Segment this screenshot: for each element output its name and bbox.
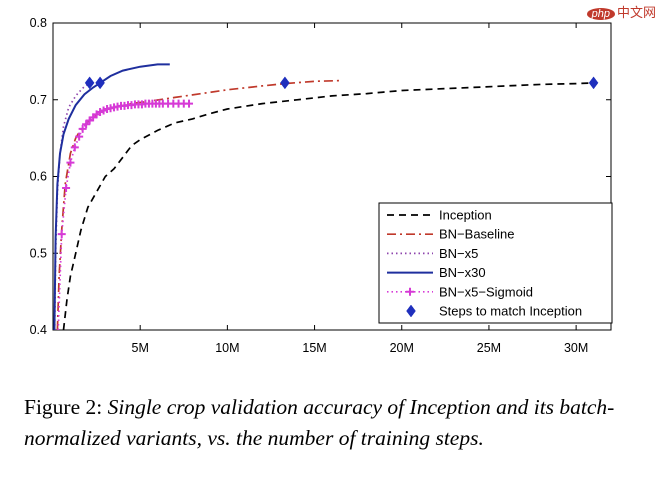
bn-x5-sigmoid-marker [57,230,66,239]
legend-swatch-marker-bn-x5-sigmoid [406,287,414,296]
caption-label: Figure 2: [24,395,103,419]
bn-x30-line [53,63,170,331]
y-tick-label: 0.7 [30,93,47,107]
watermark-logo: php [586,8,615,20]
x-tick-label: 5M [132,341,149,355]
bn-x5-sigmoid-marker [75,132,84,141]
watermark-text: 中文网 [616,5,656,20]
legend-swatch-steps-to-match-inception [406,304,416,318]
x-tick-label: 30M [564,341,588,355]
y-tick-label: 0.5 [30,246,47,260]
y-tick-label: 0.4 [30,323,47,337]
x-tick-label: 10M [215,341,239,355]
steps-to-match-inception-point [280,76,290,90]
legend-label-inception: Inception [439,208,492,223]
bn-x5-sigmoid-marker [70,143,79,152]
steps-to-match-inception-point [84,76,95,90]
legend-box [378,202,613,324]
figure-caption: Figure 2: Single crop validation accurac… [24,392,638,454]
bn-x5-sigmoid-marker [66,158,75,167]
x-tick-label: 20M [390,341,414,355]
bn-x5-sigmoid-marker [62,184,71,193]
caption-text: Single crop validation accuracy of Incep… [24,395,615,450]
legend-label-steps-to-match-inception: Steps to match Inception [439,304,582,319]
y-tick-label: 0.6 [30,170,47,184]
steps-to-match-inception-point [588,76,599,90]
legend-label-bn-x5-sigmoid: BN−x5−Sigmoid [439,284,533,299]
chart: 5M 10M 15M 20M 25M 30M 0.4 0.5 0.6 0.7 0.8 Incepti… [30,16,613,355]
legend-label-bn-x30: BN−x30 [439,265,486,280]
legend-label-bn-x5: BN−x5 [439,246,478,261]
x-tick-label: 25M [477,341,501,355]
y-tick-label: 0.8 [30,16,47,30]
inception-line [62,82,594,331]
bn-x5-line [53,82,91,331]
legend-label-bn-baseline: BN−Baseline [439,227,515,242]
bn-x5-sigmoid-marker [78,124,87,133]
bn-baseline-line [56,79,341,331]
bn-x5-sigmoid-marker [185,99,194,108]
steps-to-match-inception-point [95,76,105,90]
watermark: php 中文网 [586,2,656,21]
x-tick-label: 15M [302,341,326,355]
